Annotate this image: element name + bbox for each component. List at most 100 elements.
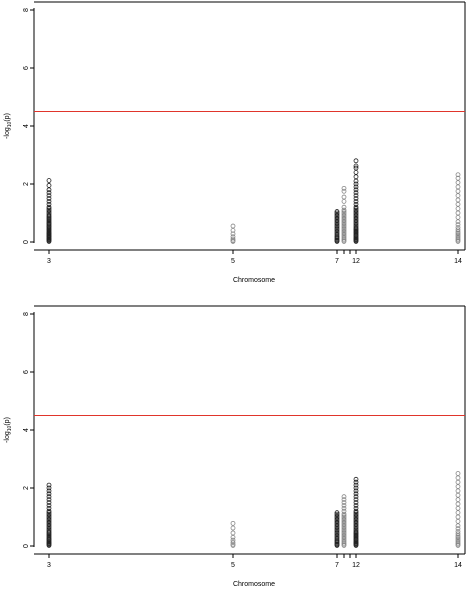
data-point <box>353 198 359 204</box>
data-point <box>230 530 236 536</box>
data-point <box>230 525 236 531</box>
data-point <box>455 201 461 207</box>
data-point <box>46 207 52 213</box>
data-point <box>455 488 461 494</box>
panel-2: 0 2 4 6 8 3 5 7 12 14 Chromosome -log10(p) <box>4 305 466 588</box>
data-point <box>455 172 461 178</box>
data-point <box>46 193 52 199</box>
y-ticks: 0 2 4 6 8 <box>23 8 34 244</box>
data-point <box>334 210 340 216</box>
data-point <box>455 514 461 520</box>
data-point <box>46 494 52 500</box>
data-point <box>455 214 461 220</box>
data-point <box>46 500 52 505</box>
data-point <box>455 529 461 534</box>
y-tick-label: 0 <box>23 240 30 244</box>
x-tick-label: 14 <box>454 258 462 265</box>
x-ticks: 3 5 7 12 14 <box>47 554 462 569</box>
data-point <box>46 187 52 193</box>
data-point <box>353 190 359 196</box>
data-point <box>455 523 461 529</box>
data-point <box>455 531 461 537</box>
x-tick-label: 7 <box>335 562 339 569</box>
data-point <box>455 534 461 540</box>
data-point <box>455 222 461 228</box>
data-point <box>341 204 347 210</box>
data-point <box>353 201 359 207</box>
data-point <box>341 511 347 517</box>
x-tick-label: 3 <box>47 562 51 569</box>
data-point <box>353 488 359 494</box>
data-point <box>353 193 359 199</box>
data-point <box>334 510 340 516</box>
x-axis-title: Chromosome <box>233 277 275 284</box>
data-point <box>353 187 359 193</box>
data-point <box>46 497 52 503</box>
data-point <box>46 485 52 491</box>
data-point <box>353 485 359 491</box>
data-point <box>455 219 461 225</box>
data-point <box>341 514 347 520</box>
data-point <box>455 510 461 516</box>
data-point <box>353 491 359 497</box>
data-point <box>46 183 52 188</box>
y-axis-title: -log10(p) <box>4 417 13 443</box>
data-point <box>353 158 359 164</box>
y-axis-title: -log10(p) <box>4 113 13 139</box>
data-point <box>46 198 52 204</box>
data-point <box>455 536 461 542</box>
data-point <box>341 194 347 200</box>
y-tick-label: 6 <box>23 370 30 374</box>
data-point <box>353 502 359 508</box>
data-point <box>353 479 359 485</box>
data-point <box>455 471 461 476</box>
data-point <box>353 184 359 190</box>
data-point <box>353 505 359 511</box>
data-point <box>353 497 359 503</box>
data-point <box>353 508 359 514</box>
data-point <box>455 206 461 212</box>
data-point <box>341 497 347 503</box>
data-point <box>334 209 340 214</box>
data-point <box>353 500 359 505</box>
data-point <box>455 193 461 199</box>
data-point <box>455 175 461 181</box>
data-point <box>341 198 347 204</box>
data-point <box>353 163 359 169</box>
data-point <box>455 180 461 185</box>
data-point <box>455 479 461 485</box>
data-point <box>230 231 236 237</box>
data-point <box>46 190 52 196</box>
y-ticks: 0 2 4 6 8 <box>23 312 34 548</box>
y-tick-label: 8 <box>23 312 30 316</box>
data-point <box>46 201 52 207</box>
data-point <box>353 494 359 500</box>
data-point <box>46 196 52 201</box>
data-point <box>46 204 52 210</box>
y-tick-label: 4 <box>23 428 30 432</box>
y-tick-label: 8 <box>23 8 30 12</box>
data-point <box>341 500 347 505</box>
data-point <box>455 505 461 511</box>
data-point <box>353 178 359 184</box>
data-point <box>230 234 236 240</box>
data-point <box>341 494 347 500</box>
x-axis-title: Chromosome <box>233 581 275 588</box>
data-point <box>455 475 461 481</box>
data-point <box>230 236 236 242</box>
data-point <box>455 188 461 194</box>
data-point <box>455 232 461 238</box>
data-point <box>455 227 461 233</box>
data-point <box>455 526 461 531</box>
data-point <box>455 484 461 489</box>
data-point <box>46 511 52 517</box>
data-point <box>46 482 52 488</box>
data-point <box>341 508 347 514</box>
data-point <box>46 502 52 508</box>
data-point <box>46 491 52 497</box>
data-point <box>230 223 236 229</box>
data-point <box>341 502 347 508</box>
data-point <box>334 212 340 217</box>
x-tick-label: 3 <box>47 258 51 265</box>
